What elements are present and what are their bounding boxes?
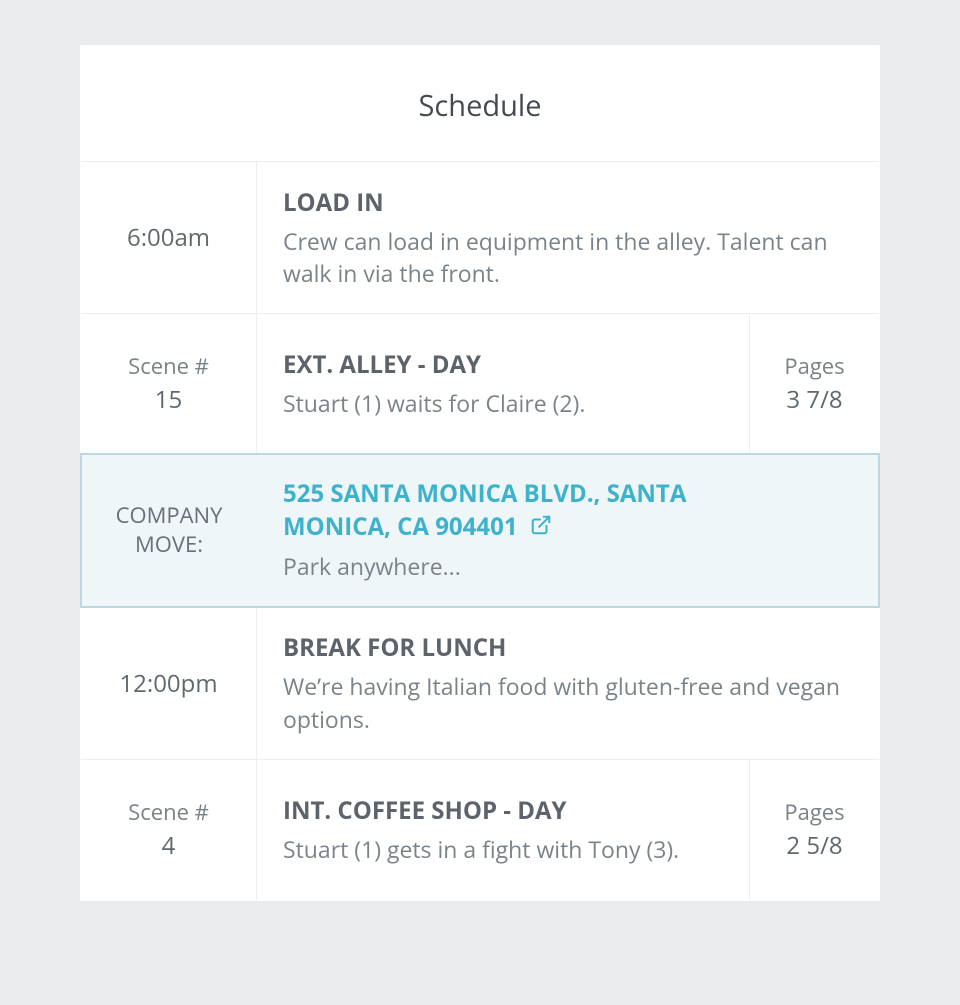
row-left: Scene # 15	[81, 314, 257, 453]
pages-value: 2 5/8	[786, 829, 842, 862]
row-heading: EXT. ALLEY - DAY	[283, 348, 723, 381]
row-content: 525 SANTA MONICA BLVD., SANTA MONICA, CA…	[257, 454, 879, 606]
company-move-address: 525 SANTA MONICA BLVD., SANTA MONICA, CA…	[283, 478, 779, 544]
row-description: Crew can load in equipment in the alley.…	[283, 225, 853, 289]
pages-label: Pages	[784, 797, 844, 827]
schedule-row: Scene # 15 EXT. ALLEY - DAY Stuart (1) w…	[81, 314, 879, 454]
address-link[interactable]: 525 SANTA MONICA BLVD., SANTA MONICA, CA…	[283, 477, 686, 542]
pages-label: Pages	[784, 351, 844, 381]
row-heading: INT. COFFEE SHOP - DAY	[283, 794, 723, 827]
schedule-card: Schedule 6:00am LOAD IN Crew can load in…	[80, 45, 880, 901]
row-description: Park anywhere...	[283, 550, 779, 582]
row-left: 6:00am	[81, 162, 257, 313]
schedule-title: Schedule	[419, 86, 542, 125]
external-link-icon[interactable]	[530, 512, 552, 544]
row-left: COMPANY MOVE:	[81, 454, 257, 606]
row-content: BREAK FOR LUNCH We’re having Italian foo…	[257, 607, 879, 758]
company-move-label: COMPANY MOVE:	[91, 501, 247, 560]
row-left: Scene # 4	[81, 760, 257, 900]
row-description: Stuart (1) gets in a fight with Tony (3)…	[283, 833, 723, 865]
schedule-row: Scene # 4 INT. COFFEE SHOP - DAY Stuart …	[81, 760, 879, 900]
row-content: LOAD IN Crew can load in equipment in th…	[257, 162, 879, 313]
row-time: 12:00pm	[119, 667, 217, 700]
scene-number-value: 4	[162, 829, 176, 862]
schedule-row: 12:00pm BREAK FOR LUNCH We’re having Ita…	[81, 607, 879, 759]
row-heading: LOAD IN	[283, 186, 853, 219]
row-right: Pages 2 5/8	[749, 760, 879, 900]
row-heading: BREAK FOR LUNCH	[283, 631, 853, 664]
scene-number-label: Scene #	[128, 351, 209, 381]
scene-number-value: 15	[155, 383, 182, 416]
schedule-row: 6:00am LOAD IN Crew can load in equipmen…	[81, 162, 879, 314]
row-description: Stuart (1) waits for Claire (2).	[283, 387, 723, 419]
row-content: EXT. ALLEY - DAY Stuart (1) waits for Cl…	[257, 314, 749, 453]
schedule-header: Schedule	[81, 46, 879, 162]
row-content: INT. COFFEE SHOP - DAY Stuart (1) gets i…	[257, 760, 749, 900]
schedule-row-company-move[interactable]: COMPANY MOVE: 525 SANTA MONICA BLVD., SA…	[81, 454, 879, 607]
row-description: We’re having Italian food with gluten-fr…	[283, 670, 853, 734]
row-left: 12:00pm	[81, 607, 257, 758]
pages-value: 3 7/8	[786, 383, 842, 416]
row-right: Pages 3 7/8	[749, 314, 879, 453]
row-time: 6:00am	[127, 221, 210, 254]
scene-number-label: Scene #	[128, 797, 209, 827]
